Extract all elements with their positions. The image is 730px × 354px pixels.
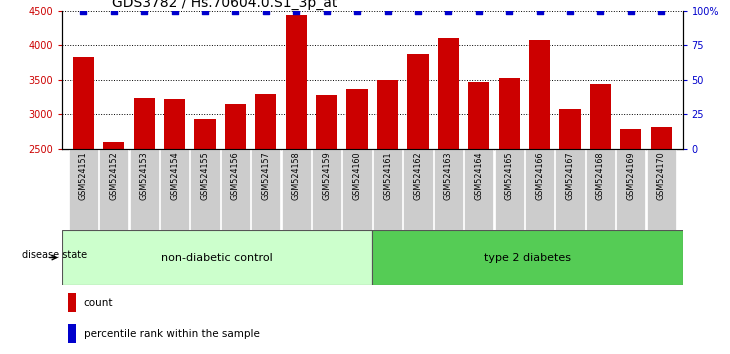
FancyBboxPatch shape: [495, 149, 524, 230]
Text: GSM524166: GSM524166: [535, 151, 544, 200]
Bar: [69, 324, 76, 343]
Point: [564, 8, 576, 13]
Text: GSM524153: GSM524153: [139, 151, 149, 200]
FancyBboxPatch shape: [525, 149, 554, 230]
FancyBboxPatch shape: [464, 149, 493, 230]
Text: GSM524154: GSM524154: [170, 151, 179, 200]
Point: [77, 8, 89, 13]
Bar: [347, 89, 368, 149]
FancyBboxPatch shape: [342, 149, 372, 230]
Text: type 2 diabetes: type 2 diabetes: [484, 252, 571, 263]
Point: [199, 8, 211, 13]
Text: GSM524162: GSM524162: [413, 151, 423, 200]
Bar: [103, 142, 124, 149]
Bar: [529, 40, 550, 149]
Point: [473, 8, 485, 13]
FancyBboxPatch shape: [191, 149, 220, 230]
FancyBboxPatch shape: [160, 149, 189, 230]
FancyBboxPatch shape: [616, 149, 645, 230]
Bar: [438, 38, 459, 149]
FancyBboxPatch shape: [69, 149, 98, 230]
Bar: [225, 104, 246, 149]
Bar: [407, 54, 429, 149]
Point: [260, 8, 272, 13]
Bar: [377, 80, 398, 149]
Text: GSM524168: GSM524168: [596, 151, 605, 200]
Text: GSM524160: GSM524160: [353, 151, 361, 200]
Point: [139, 8, 150, 13]
Point: [595, 8, 607, 13]
Text: GSM524155: GSM524155: [201, 151, 210, 200]
Bar: [73, 57, 94, 149]
Point: [625, 8, 637, 13]
Point: [656, 8, 667, 13]
Text: GDS3782 / Hs.70604.0.S1_3p_at: GDS3782 / Hs.70604.0.S1_3p_at: [112, 0, 337, 10]
FancyBboxPatch shape: [434, 149, 463, 230]
Text: GSM524163: GSM524163: [444, 151, 453, 200]
Point: [321, 8, 333, 13]
FancyBboxPatch shape: [586, 149, 615, 230]
Text: GSM524158: GSM524158: [292, 151, 301, 200]
Bar: [468, 82, 489, 149]
Bar: [650, 127, 672, 149]
Point: [534, 8, 545, 13]
FancyBboxPatch shape: [312, 149, 342, 230]
FancyBboxPatch shape: [556, 149, 585, 230]
Point: [351, 8, 363, 13]
Point: [230, 8, 242, 13]
Text: GSM524156: GSM524156: [231, 151, 240, 200]
Point: [108, 8, 120, 13]
Point: [442, 8, 454, 13]
Bar: [316, 95, 337, 149]
Text: GSM524161: GSM524161: [383, 151, 392, 200]
Point: [382, 8, 393, 13]
Point: [412, 8, 424, 13]
Text: GSM524164: GSM524164: [474, 151, 483, 200]
FancyBboxPatch shape: [130, 149, 159, 230]
Text: GSM524165: GSM524165: [504, 151, 514, 200]
Text: GSM524170: GSM524170: [657, 151, 666, 200]
Text: GSM524159: GSM524159: [322, 151, 331, 200]
Bar: [194, 119, 215, 149]
Text: count: count: [84, 298, 113, 308]
FancyBboxPatch shape: [647, 149, 676, 230]
Bar: [499, 78, 520, 149]
FancyBboxPatch shape: [221, 149, 250, 230]
Text: GSM524151: GSM524151: [79, 151, 88, 200]
Point: [504, 8, 515, 13]
FancyBboxPatch shape: [99, 149, 128, 230]
Text: GSM524152: GSM524152: [110, 151, 118, 200]
Bar: [255, 94, 277, 149]
Bar: [559, 109, 580, 149]
Bar: [134, 98, 155, 149]
Bar: [69, 293, 76, 312]
Bar: [164, 99, 185, 149]
FancyBboxPatch shape: [404, 149, 433, 230]
Text: non-diabetic control: non-diabetic control: [161, 252, 273, 263]
Text: GSM524157: GSM524157: [261, 151, 270, 200]
Bar: [372, 230, 683, 285]
Point: [291, 8, 302, 13]
Text: disease state: disease state: [22, 250, 87, 260]
Bar: [620, 129, 642, 149]
FancyBboxPatch shape: [251, 149, 280, 230]
FancyBboxPatch shape: [282, 149, 311, 230]
Bar: [62, 230, 372, 285]
Bar: [590, 85, 611, 149]
Text: percentile rank within the sample: percentile rank within the sample: [84, 329, 260, 339]
Point: [169, 8, 180, 13]
FancyBboxPatch shape: [373, 149, 402, 230]
Bar: [285, 16, 307, 149]
Text: GSM524167: GSM524167: [566, 151, 575, 200]
Text: GSM524169: GSM524169: [626, 151, 635, 200]
